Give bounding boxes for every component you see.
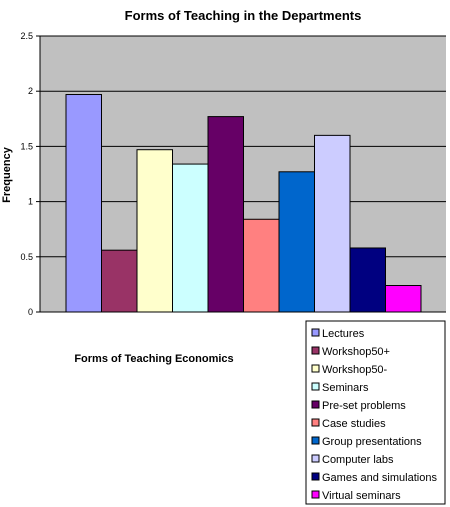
legend-swatch [311,328,320,337]
legend-swatch [311,364,320,373]
y-tick-label: 1.5 [20,141,33,151]
x-axis-title: Forms of Teaching Economics [74,353,233,365]
legend-swatch [311,436,320,445]
legend-swatch [311,346,320,355]
legend-swatch [311,400,320,409]
legend-label: Lectures [322,328,365,340]
legend-label: Group presentations [322,436,422,448]
legend-label: Games and simulations [322,472,437,484]
bar-lectures [65,94,102,313]
legend: Lectures Workshop50+ Workshop50- Seminars Pr… [305,320,446,505]
y-tick-label: 2 [28,86,33,96]
bars [65,94,422,313]
y-tick-label: 0 [28,307,33,317]
bar-workshop50- [136,149,173,313]
legend-label: Virtual seminars [322,490,401,502]
legend-label: Seminars [322,382,369,394]
legend-label: Pre-set problems [322,400,406,412]
bar-case-studies [243,218,280,313]
legend-swatch [311,454,320,463]
bar-workshop50- [101,249,138,313]
legend-label: Computer labs [322,454,394,466]
legend-swatch [311,418,320,427]
bar-group-presentations [278,171,315,313]
y-tick-label: 1 [28,197,33,207]
chart-title: Forms of Teaching in the Departments [125,8,362,23]
legend-label: Case studies [322,418,386,430]
legend-label: Workshop50- [322,364,388,376]
legend-swatch [311,382,320,391]
legend-box [305,320,446,505]
bar-games-and-simulations [349,247,386,313]
bar-pre-set-problems [207,116,244,313]
y-tick-label: 0.5 [20,252,33,262]
legend-swatch [311,490,320,499]
legend-swatch [311,472,320,481]
bar-computer-labs [314,134,351,313]
bar-virtual-seminars [385,285,422,313]
y-ticks: 0 0.5 1 1.5 2 2.5 [20,31,40,317]
legend-label: Workshop50+ [322,346,390,358]
y-axis-title: Frequency [1,146,13,203]
bar-seminars [172,163,209,313]
y-tick-label: 2.5 [20,31,33,41]
